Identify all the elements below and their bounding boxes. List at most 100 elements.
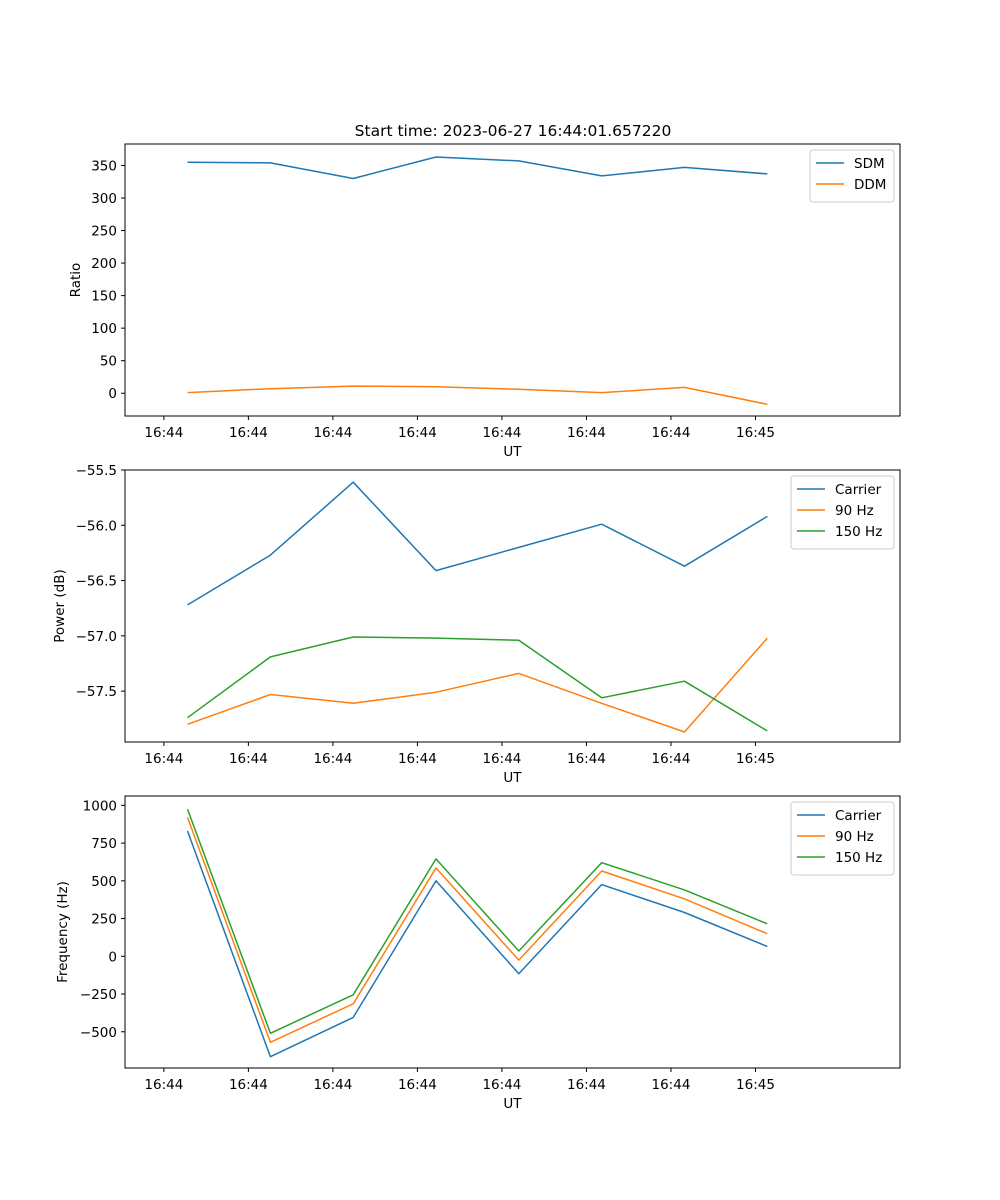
frequency-x-tick-label: 16:44	[398, 1077, 437, 1093]
ratio-y-tick-label: 0	[108, 386, 117, 402]
ratio-data-point	[269, 161, 272, 164]
ratio-x-tick-label: 16:44	[567, 425, 606, 441]
ratio-x-tick-label: 16:44	[398, 425, 437, 441]
ratio-series-line-0	[187, 156, 768, 180]
ratio-legend-label: SDM	[854, 156, 885, 172]
power-y-tick-label: −56.0	[76, 518, 117, 534]
frequency-data-point	[766, 945, 769, 948]
power-x-axis-label: UT	[503, 770, 522, 786]
power-data-point	[435, 569, 438, 572]
ratio-y-tick-label: 350	[91, 158, 117, 174]
ratio-y-tick-label: 100	[91, 321, 117, 337]
ratio-data-point	[186, 161, 189, 164]
ratio-y-tick-label: 150	[91, 289, 117, 305]
ratio-data-point	[766, 172, 769, 175]
ratio-data-point	[186, 391, 189, 394]
frequency-data-point	[683, 888, 686, 891]
ratio-data-point	[517, 159, 520, 162]
frequency-data-point	[269, 1055, 272, 1058]
ratio-x-tick-label: 16:44	[229, 425, 268, 441]
frequency-y-tick-label: −250	[80, 987, 117, 1003]
ratio-panel: 16:44 16:44 16:44 16:44 16:44 16:44 16:44 16:45…	[68, 143, 901, 460]
frequency-x-axis-label: UT	[503, 1096, 522, 1112]
frequency-data-point	[517, 972, 520, 975]
power-data-point	[517, 546, 520, 549]
frequency-y-tick-label: 1000	[83, 798, 117, 814]
frequency-y-axis-label: Frequency (Hz)	[55, 881, 71, 983]
ratio-series-line-1	[187, 385, 768, 406]
frequency-data-point	[600, 883, 603, 886]
power-data-point	[766, 729, 769, 732]
power-legend-label: Carrier	[835, 482, 882, 498]
ratio-plot-frame	[124, 143, 901, 417]
power-x-tick-label: 16:44	[398, 751, 437, 767]
power-data-point	[435, 637, 438, 640]
ratio-x-tick-label: 16:44	[144, 425, 183, 441]
frequency-x-tick-label: 16:44	[144, 1077, 183, 1093]
power-data-point	[683, 680, 686, 683]
frequency-data-point	[352, 1016, 355, 1019]
power-data-point	[352, 636, 355, 639]
power-data-point	[766, 515, 769, 518]
ratio-data-point	[683, 386, 686, 389]
power-data-point	[600, 696, 603, 699]
power-y-tick-label: −55.5	[76, 463, 117, 479]
frequency-data-point	[683, 897, 686, 900]
frequency-legend-label: 90 Hz	[835, 829, 874, 845]
power-legend-label: 90 Hz	[835, 503, 874, 519]
ratio-data-point	[352, 385, 355, 388]
power-data-point	[352, 702, 355, 705]
frequency-series-line-2	[186, 808, 768, 1035]
power-data-point	[683, 565, 686, 568]
frequency-data-point	[186, 816, 189, 819]
frequency-x-tick-label: 16:44	[482, 1077, 521, 1093]
ratio-data-point	[600, 174, 603, 177]
power-y-tick-label: −57.5	[76, 684, 117, 700]
power-data-point	[683, 731, 686, 734]
frequency-legend-label: 150 Hz	[835, 850, 882, 866]
ratio-data-point	[435, 385, 438, 388]
frequency-data-point	[683, 911, 686, 914]
frequency-x-tick-label: 16:44	[652, 1077, 691, 1093]
frequency-data-point	[766, 932, 769, 935]
frequency-data-point	[352, 993, 355, 996]
frequency-data-point	[435, 879, 438, 882]
power-data-point	[352, 481, 355, 484]
figure-title: Start time: 2023-06-27 16:44:01.657220	[355, 122, 672, 140]
frequency-data-point	[435, 867, 438, 870]
frequency-y-tick-label: 500	[91, 874, 117, 890]
ratio-data-point	[600, 391, 603, 394]
ratio-data-point	[352, 177, 355, 180]
ratio-data-point	[517, 388, 520, 391]
frequency-data-point	[269, 1032, 272, 1035]
frequency-panel: 16:44 16:44 16:44 16:44 16:44 16:44 16:44 16:45…	[55, 795, 901, 1112]
power-series-line-1	[187, 637, 768, 733]
ratio-data-point	[766, 403, 769, 406]
power-data-point	[600, 702, 603, 705]
power-data-point	[766, 637, 769, 640]
power-y-tick-label: −56.5	[76, 574, 117, 590]
power-y-axis-label: Power (dB)	[52, 569, 68, 642]
power-panel: 16:44 16:44 16:44 16:44 16:44 16:44 16:44 16:45…	[52, 463, 901, 786]
power-data-point	[186, 716, 189, 719]
power-data-point	[269, 693, 272, 696]
frequency-plot-frame	[124, 795, 901, 1069]
ratio-x-tick-label: 16:44	[652, 425, 691, 441]
ratio-x-tick-label: 16:45	[736, 425, 775, 441]
ratio-data-point	[435, 156, 438, 159]
frequency-data-point	[186, 808, 189, 811]
power-data-point	[186, 603, 189, 606]
power-plot-frame	[124, 469, 901, 743]
power-data-point	[186, 723, 189, 726]
power-series-line-2	[187, 636, 768, 732]
frequency-data-point	[600, 870, 603, 873]
ratio-data-point	[269, 387, 272, 390]
power-x-tick-label: 16:45	[736, 751, 775, 767]
ratio-y-tick-label: 250	[91, 224, 117, 240]
frequency-y-tick-label: 0	[108, 949, 117, 965]
frequency-x-tick-label: 16:44	[229, 1077, 268, 1093]
frequency-data-point	[435, 857, 438, 860]
ratio-legend-label: DDM	[854, 177, 886, 193]
frequency-data-point	[600, 861, 603, 864]
frequency-data-point	[517, 950, 520, 953]
